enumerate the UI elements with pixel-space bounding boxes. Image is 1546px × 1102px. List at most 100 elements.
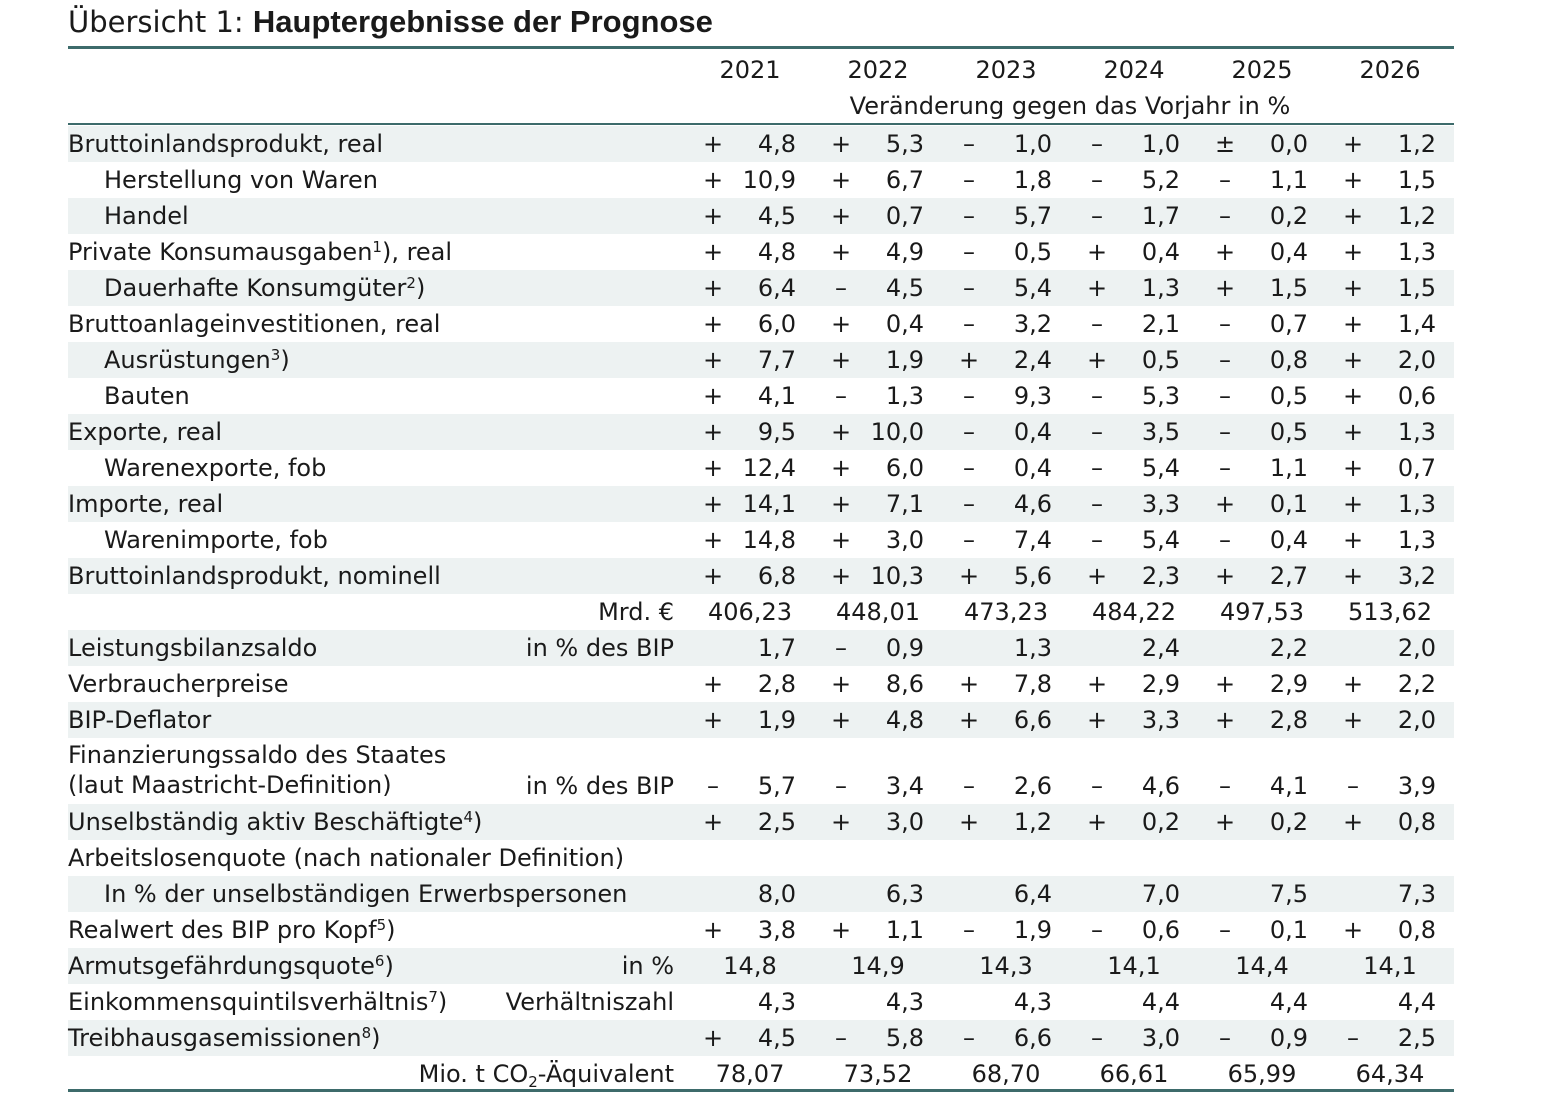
value-cell-2024: – 0,6 [1070,912,1198,948]
row-label: Leistungsbilanzsaldo [68,630,317,666]
value-sign: – [1219,526,1231,554]
value-cell-2022: 4,3 [814,984,942,1020]
value-cell-2024: +0,4 [1070,234,1198,270]
value-cell-2026: – 2,5 [1326,1020,1454,1056]
value-sign: + [1342,670,1364,698]
value-number: 3,9 [1397,772,1436,800]
value-number: 5,2 [1141,166,1180,194]
value-number: 497,53 [1220,598,1304,626]
value-sign: – [1091,382,1103,410]
row-unit-text: in % [621,952,674,980]
row-label-text: Importe, real [68,490,224,518]
year-header-2021: 2021 [719,56,781,84]
value-sign: + [1342,166,1364,194]
row-label-text: Warenimporte, fob [104,526,328,554]
value-cell-2026: +2,0 [1326,702,1454,738]
row-label-text: Exporte, real [68,418,223,446]
value-sign: + [830,202,852,230]
table-row: Herstellung von Waren +10,9 +6,7–1,8–5,2–1… [68,162,1454,198]
value-cell-2026: +0,7 [1326,450,1454,486]
value-sign: – [963,202,975,230]
value-number: 1,0 [1141,130,1180,158]
top-rule [68,46,1454,49]
value-cell-2024: – 4,6 [1070,768,1198,804]
value-cell-2024: – 1,0 [1070,126,1198,162]
row-unit-text: in % des BIP [525,772,674,800]
value-number: 2,1 [1141,310,1180,338]
value-cell-2025: – 1,1 [1198,450,1326,486]
value-number: 6,4 [1013,880,1052,908]
value-sign: – [963,454,975,482]
value-sign: + [702,526,724,554]
value-number: 14,9 [851,952,905,980]
value-number: 3,2 [1397,562,1436,590]
value-cell-2025: – 0,5 [1198,414,1326,450]
value-sign: – [963,526,975,554]
value-cell-2024: 7,0 [1070,876,1198,912]
value-cell-2024: – 3,3 [1070,486,1198,522]
value-number: 3,0 [885,526,924,554]
row-label: Dauerhafte Konsumgüter2) [104,270,425,309]
value-sign: + [830,418,852,446]
table-row: Leistungsbilanzsaldo in % des BIP 1,7 – 0,9 1… [68,630,1454,666]
value-number: 9,5 [757,418,796,446]
value-cell-2026: 64,34 [1326,1056,1454,1092]
value-cell-2022: +7,1 [814,486,942,522]
value-number: 1,1 [885,916,924,944]
value-cell-2024: 14,1 [1070,948,1198,984]
value-cell-2023: – 4,6 [942,486,1070,522]
value-cell-2025: 14,4 [1198,948,1326,984]
value-sign: + [830,130,852,158]
value-cell-2026: +0,6 [1326,378,1454,414]
value-sign: – [1219,454,1231,482]
value-sign: + [1086,808,1108,836]
value-number: 0,6 [1397,382,1436,410]
row-label-text: Warenexporte, fob [104,454,327,482]
table-row: Ausrüstungen3) +7,7 +1,9 +2,4 +0,5–0,8 +2,0 [68,342,1454,378]
value-sign: + [702,202,724,230]
value-number: 1,2 [1397,202,1436,230]
value-number: 0,7 [885,202,924,230]
value-sign: – [963,382,975,410]
value-cell-2023: 68,70 [942,1056,1070,1092]
value-cell-2026: +1,4 [1326,306,1454,342]
row-label-text: In % der unselbständigen Erwerbspersonen [104,880,628,908]
row-unit-text: in % des BIP [525,634,674,662]
table-row: Realwert des BIP pro Kopf5) +3,8 +1,1–1,9–… [68,912,1454,948]
value-number: 1,1 [1269,454,1308,482]
row-unit-text: Mio. t CO [418,1060,529,1088]
row-label-text: Private Konsumausgaben [68,238,373,266]
value-sign: + [1214,670,1236,698]
value-cell-2024: +2,3 [1070,558,1198,594]
value-number: 2,2 [1269,634,1308,662]
row-label-text: Finanzierungssaldo des Staates [68,741,447,769]
value-cell-2024: – 5,4 [1070,450,1198,486]
value-cell-2024: – 5,3 [1070,378,1198,414]
value-sign: – [1091,130,1103,158]
value-cell-2021: +9,5 [686,414,814,450]
value-cell-2025: – 0,9 [1198,1020,1326,1056]
value-number: 0,4 [885,310,924,338]
value-number: 1,5 [1269,274,1308,302]
value-cell-2022: +10,0 [814,414,942,450]
row-label-text: Bauten [104,382,190,410]
row-label-text: Bruttoinlandsprodukt, real [68,130,383,158]
value-cell-2022: 73,52 [814,1056,942,1092]
value-sign: – [1091,916,1103,944]
value-sign: + [702,490,724,518]
value-cell-2024: – 1,7 [1070,198,1198,234]
value-sign: – [1219,772,1231,800]
year-header-2026: 2026 [1359,56,1421,84]
value-number: 66,61 [1099,1060,1169,1088]
value-cell-2023: – 1,8 [942,162,1070,198]
value-number: 2,0 [1397,634,1436,662]
value-cell-2022: – 5,8 [814,1020,942,1056]
value-cell-2023: – 1,9 [942,912,1070,948]
value-sign: – [1219,310,1231,338]
value-number: 65,99 [1227,1060,1297,1088]
title-prefix: Übersicht 1: [68,5,253,39]
value-number: 1,5 [1397,166,1436,194]
value-sign: – [1091,310,1103,338]
data-table-body: Bruttoinlandsprodukt, real +4,8 +5,3–1,0–1… [68,126,1454,1092]
value-cell-2022: +1,1 [814,912,942,948]
